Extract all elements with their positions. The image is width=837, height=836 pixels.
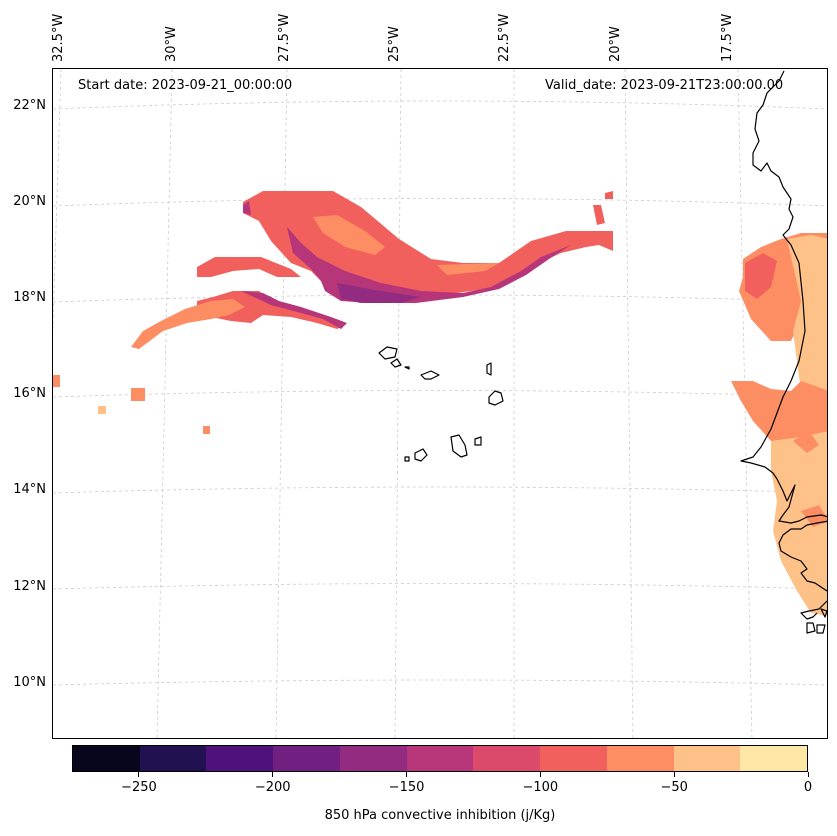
- colorbar-tick-label: 0: [803, 780, 813, 795]
- lon-label: 25°W: [387, 26, 402, 62]
- cin-region-streak-west: [131, 299, 245, 349]
- colorbar: [72, 745, 808, 772]
- colorbar-tick-label: −150: [388, 780, 425, 795]
- lon-label: 27.5°W: [277, 13, 292, 62]
- lon-label: 30°W: [164, 26, 179, 62]
- cin-region-band-deepest: [337, 283, 421, 303]
- cin-region-band-west-tip: [243, 201, 251, 215]
- africa-coastline: [740, 70, 827, 620]
- cin-region-coast-south-dark: [793, 431, 819, 453]
- cin-region-band-deep: [287, 227, 571, 303]
- colorbar-tick: [138, 772, 140, 777]
- map-plot: [53, 69, 827, 738]
- bijagos-island-3: [820, 608, 827, 618]
- colorbar-segment: [406, 746, 474, 771]
- colorbar-tick: [272, 772, 274, 777]
- colorbar-segment: [740, 746, 808, 771]
- cin-region-speck-b: [98, 406, 106, 414]
- lat-label: 16°N: [13, 386, 46, 401]
- lat-label: 14°N: [13, 482, 46, 497]
- lon-label: 32.5°W: [51, 13, 66, 62]
- coastlines: [378, 70, 827, 634]
- cin-region-band-core-east: [437, 263, 499, 275]
- colorbar-segment: [540, 746, 607, 771]
- lat-label: 20°N: [13, 194, 46, 209]
- cabo-verde-maio: [474, 436, 482, 446]
- cin-region-speck-a: [131, 388, 145, 401]
- start-date-label: Start date: 2023-09-21_00:00:00: [78, 78, 293, 93]
- cin-region-streak-magenta: [241, 291, 347, 329]
- cin-coast: [731, 233, 827, 616]
- colorbar-segment: [673, 746, 741, 771]
- cin-region-streak-north: [197, 257, 301, 277]
- cabo-verde-boa-vista: [488, 390, 504, 406]
- colorbar-tick-label: −50: [660, 780, 688, 795]
- colorbar-segment: [606, 746, 674, 771]
- colorbar-tick-label: −100: [522, 780, 559, 795]
- cabo-verde-santiago: [450, 434, 468, 458]
- lon-label: 20°W: [608, 26, 623, 62]
- colorbar-label: 850 hPa convective inhibition (j/Kg): [324, 808, 556, 823]
- cin-region-coast-south: [771, 431, 827, 616]
- lat-label: 10°N: [13, 675, 46, 690]
- lat-label: 12°N: [13, 579, 46, 594]
- bijagos-island-2: [816, 624, 826, 634]
- cabo-verde-fogo: [414, 448, 428, 462]
- cin-band-south: [53, 257, 347, 434]
- colorbar-tick-label: −250: [121, 780, 157, 795]
- cabo-verde-santa-luzia: [404, 366, 410, 370]
- cin-region-band-core: [313, 215, 385, 255]
- cin-region-coast-north-dark: [745, 253, 777, 299]
- cabo-verde-sal: [486, 362, 492, 376]
- lon-label: 22.5°W: [497, 13, 512, 62]
- map-frame: [52, 68, 828, 739]
- colorbar-tick: [406, 772, 408, 777]
- cabo-verde-santo-antao: [378, 346, 398, 360]
- lat-label: 18°N: [13, 290, 46, 305]
- graticule: [53, 69, 827, 738]
- colorbar-segment: [273, 746, 340, 771]
- colorbar-tick: [673, 772, 675, 777]
- colorbar-segment: [206, 746, 274, 771]
- valid-date-label: Valid_date: 2023-09-21T23:00:00.00: [545, 78, 784, 93]
- bijagos-island-1: [806, 622, 816, 634]
- lat-label: 22°N: [13, 98, 46, 113]
- colorbar-tick: [539, 772, 541, 777]
- colorbar-tick: [807, 772, 809, 777]
- colorbar-segment: [339, 746, 407, 771]
- cin-region-east-speck-2: [605, 191, 613, 199]
- cabo-verde-sao-vicente: [390, 358, 402, 368]
- colorbar-segment: [139, 746, 207, 771]
- cabo-verde-brava: [404, 456, 410, 462]
- lon-label: 17.5°W: [720, 13, 735, 62]
- colorbar-tick-label: −200: [254, 780, 291, 795]
- cin-band-north: [243, 191, 613, 303]
- cin-region-speck-c: [203, 426, 210, 434]
- colorbar-segment: [73, 746, 140, 771]
- colorbar-segment: [473, 746, 541, 771]
- cin-region-east-speck: [593, 205, 605, 225]
- cin-region-speck-d: [53, 375, 60, 387]
- cabo-verde-sao-nicolau: [420, 370, 440, 380]
- cin-region-coast-inland: [787, 235, 827, 430]
